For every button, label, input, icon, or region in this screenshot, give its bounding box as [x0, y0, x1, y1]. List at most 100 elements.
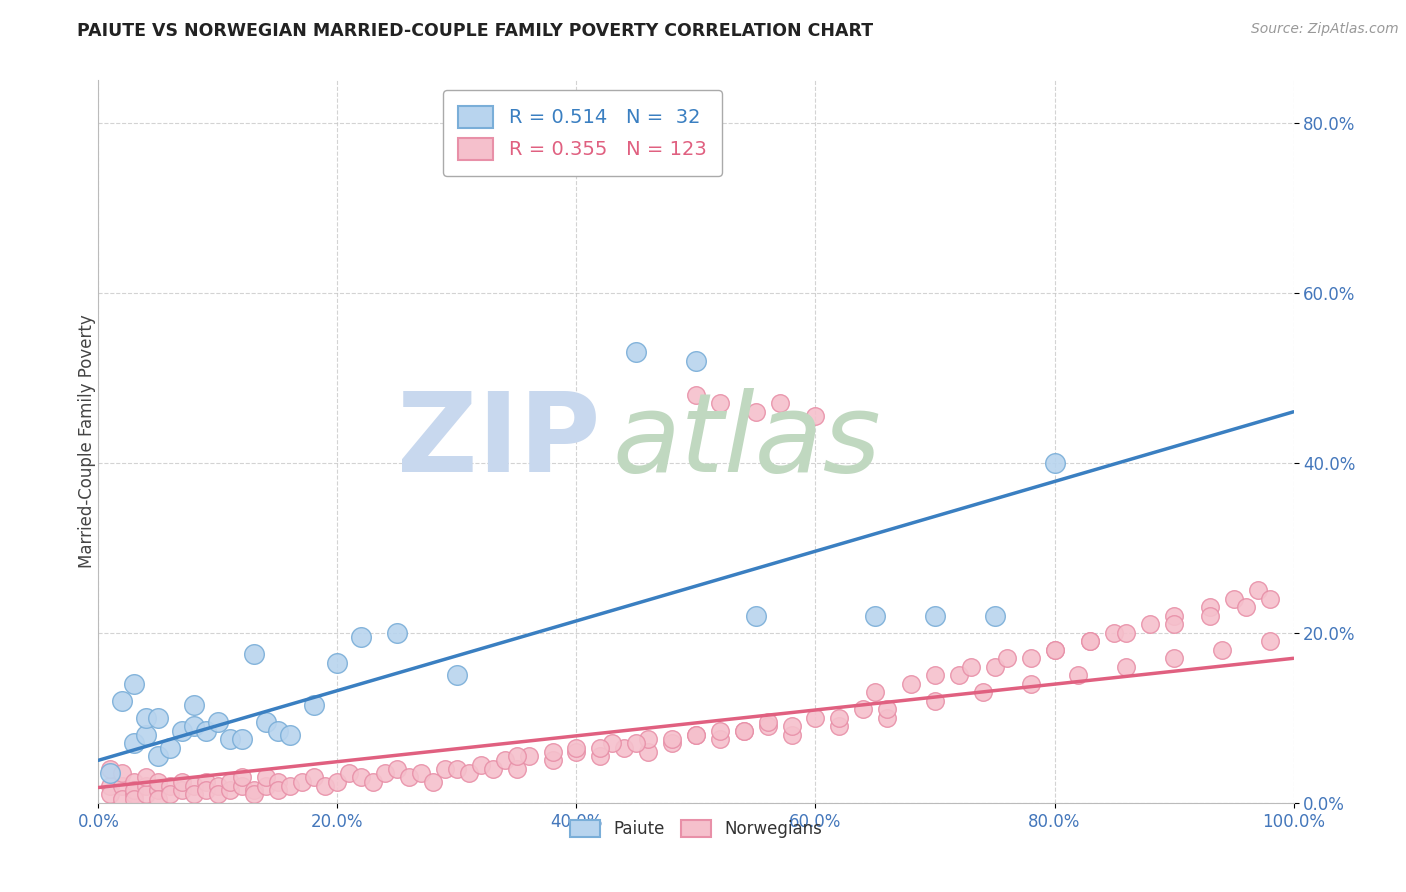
Point [876, 711, 898, 725]
Point [661, 736, 683, 750]
Point [984, 660, 1007, 674]
Point [1258, 591, 1281, 606]
Point [278, 728, 301, 742]
Point [900, 677, 922, 691]
Point [363, 774, 385, 789]
Point [876, 702, 898, 716]
Point [661, 732, 683, 747]
Point [780, 728, 803, 742]
Point [924, 668, 946, 682]
Point [111, 694, 134, 708]
Point [207, 714, 229, 729]
Point [1163, 651, 1185, 665]
Point [1043, 642, 1066, 657]
Point [98, 762, 122, 776]
Point [278, 779, 301, 793]
Point [804, 711, 827, 725]
Point [315, 779, 337, 793]
Point [267, 774, 290, 789]
Point [1199, 600, 1222, 615]
Point [124, 791, 146, 805]
Point [972, 685, 994, 699]
Point [1115, 625, 1137, 640]
Point [159, 740, 181, 755]
Point [374, 766, 396, 780]
Point [350, 630, 373, 644]
Point [411, 766, 433, 780]
Point [1199, 608, 1222, 623]
Point [745, 405, 768, 419]
Point [1139, 617, 1161, 632]
Point [254, 779, 277, 793]
Point [589, 749, 612, 764]
Point [195, 723, 218, 738]
Point [243, 787, 266, 801]
Point [231, 779, 253, 793]
Point [768, 396, 790, 410]
Point [195, 774, 218, 789]
Point [98, 779, 122, 793]
Point [183, 779, 205, 793]
Point [254, 714, 277, 729]
Point [637, 745, 659, 759]
Point [148, 749, 170, 764]
Point [148, 711, 170, 725]
Point [948, 668, 970, 682]
Point [733, 723, 755, 738]
Point [1019, 651, 1042, 665]
Point [1258, 634, 1281, 648]
Point [828, 711, 851, 725]
Point [183, 719, 205, 733]
Text: ZIP: ZIP [396, 388, 600, 495]
Point [685, 728, 707, 742]
Point [1163, 617, 1185, 632]
Point [291, 774, 314, 789]
Point [626, 736, 648, 750]
Point [350, 770, 373, 784]
Point [709, 732, 731, 747]
Point [685, 388, 707, 402]
Point [1067, 668, 1090, 682]
Point [1080, 634, 1102, 648]
Point [1115, 660, 1137, 674]
Point [780, 719, 803, 733]
Point [434, 762, 457, 776]
Point [148, 783, 170, 797]
Point [1080, 634, 1102, 648]
Point [589, 740, 612, 755]
Point [231, 770, 253, 784]
Point [254, 770, 277, 784]
Point [159, 787, 181, 801]
Point [541, 745, 564, 759]
Point [541, 753, 564, 767]
Point [148, 774, 170, 789]
Point [111, 791, 134, 805]
Text: atlas: atlas [613, 388, 882, 495]
Point [339, 766, 361, 780]
Point [506, 749, 529, 764]
Point [637, 732, 659, 747]
Point [172, 723, 194, 738]
Point [231, 732, 253, 747]
Point [135, 770, 157, 784]
Point [135, 711, 157, 725]
Point [602, 736, 624, 750]
Point [111, 766, 134, 780]
Point [756, 714, 779, 729]
Point [98, 766, 122, 780]
Point [828, 719, 851, 733]
Point [159, 779, 181, 793]
Point [207, 787, 229, 801]
Point [243, 783, 266, 797]
Point [219, 732, 242, 747]
Point [709, 396, 731, 410]
Text: PAIUTE VS NORWEGIAN MARRIED-COUPLE FAMILY POVERTY CORRELATION CHART: PAIUTE VS NORWEGIAN MARRIED-COUPLE FAMIL… [77, 22, 873, 40]
Point [124, 783, 146, 797]
Point [804, 409, 827, 423]
Point [326, 774, 349, 789]
Point [172, 783, 194, 797]
Point [1043, 456, 1066, 470]
Point [385, 762, 409, 776]
Point [302, 770, 325, 784]
Point [124, 677, 146, 691]
